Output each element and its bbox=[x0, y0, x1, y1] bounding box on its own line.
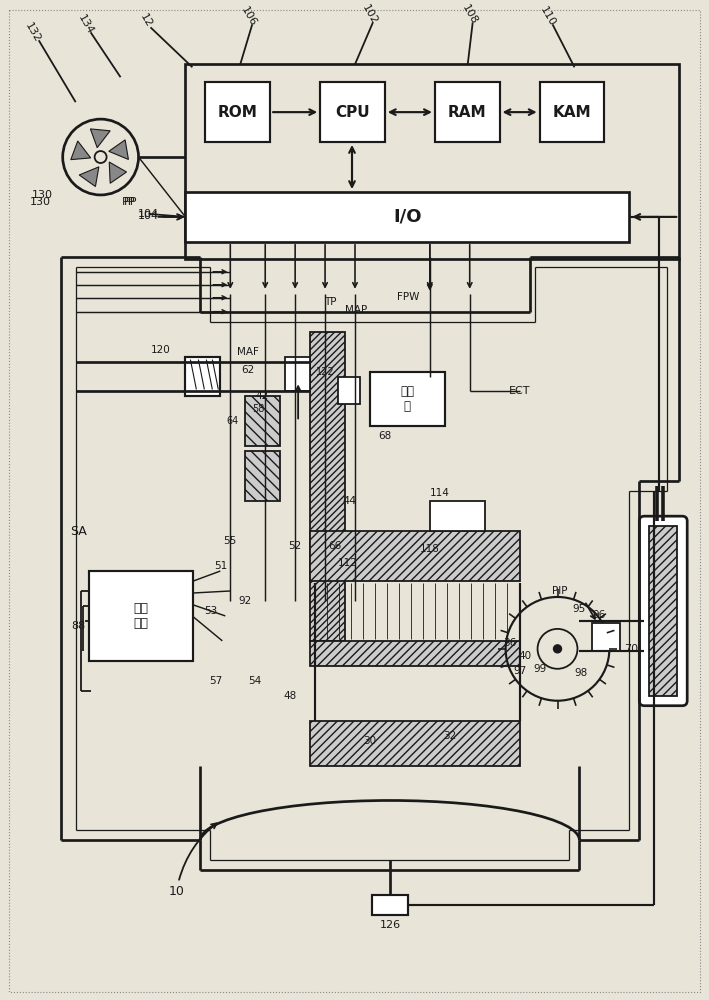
Text: 55: 55 bbox=[223, 536, 237, 546]
Text: 97: 97 bbox=[513, 666, 526, 676]
Text: 10: 10 bbox=[169, 823, 216, 898]
Text: CPU: CPU bbox=[335, 105, 370, 120]
Bar bbox=[186, 192, 630, 242]
Bar bbox=[206, 82, 270, 142]
Text: 120: 120 bbox=[150, 345, 170, 355]
Text: 134: 134 bbox=[76, 13, 95, 36]
Polygon shape bbox=[71, 141, 91, 160]
Bar bbox=[593, 623, 620, 651]
Text: 驱动
器: 驱动 器 bbox=[401, 385, 414, 413]
Polygon shape bbox=[108, 140, 128, 159]
Text: 114: 114 bbox=[430, 488, 450, 498]
Text: 12: 12 bbox=[138, 12, 153, 29]
Text: MAP: MAP bbox=[345, 305, 367, 315]
Text: 30: 30 bbox=[364, 736, 376, 746]
Polygon shape bbox=[90, 129, 110, 148]
FancyBboxPatch shape bbox=[640, 516, 687, 706]
Text: 118: 118 bbox=[420, 544, 440, 554]
Text: ROM: ROM bbox=[218, 105, 257, 120]
Bar bbox=[310, 531, 520, 581]
Bar bbox=[435, 82, 500, 142]
Bar bbox=[186, 64, 679, 259]
Bar bbox=[430, 501, 485, 531]
Text: 110: 110 bbox=[538, 5, 557, 28]
Text: SA: SA bbox=[70, 525, 87, 538]
Text: 112: 112 bbox=[338, 558, 358, 568]
Text: 48: 48 bbox=[284, 691, 297, 701]
Bar bbox=[540, 82, 604, 142]
Text: 53: 53 bbox=[203, 606, 217, 616]
Text: 108: 108 bbox=[460, 3, 479, 26]
Text: 62: 62 bbox=[242, 365, 255, 375]
Text: 92: 92 bbox=[239, 596, 252, 606]
Text: 52: 52 bbox=[289, 541, 302, 551]
Bar bbox=[370, 372, 445, 426]
Text: 40: 40 bbox=[518, 651, 531, 661]
Text: 122: 122 bbox=[316, 367, 335, 377]
Bar bbox=[320, 82, 385, 142]
Text: KAM: KAM bbox=[552, 105, 591, 120]
Bar bbox=[372, 895, 408, 915]
Bar bbox=[310, 721, 520, 766]
Text: RAM: RAM bbox=[448, 105, 486, 120]
Text: 98: 98 bbox=[575, 668, 588, 678]
Text: PIP: PIP bbox=[552, 586, 567, 596]
Text: 96: 96 bbox=[593, 610, 606, 620]
Text: 36: 36 bbox=[503, 638, 516, 648]
Bar bbox=[310, 332, 345, 641]
Circle shape bbox=[554, 645, 562, 653]
Text: PP: PP bbox=[124, 197, 138, 207]
Text: TP: TP bbox=[324, 297, 336, 307]
Text: 44: 44 bbox=[343, 496, 357, 506]
Text: 130: 130 bbox=[30, 197, 51, 207]
Text: 32: 32 bbox=[443, 731, 457, 741]
Text: 102: 102 bbox=[360, 3, 379, 26]
Text: 68: 68 bbox=[379, 431, 391, 441]
Text: 104: 104 bbox=[138, 209, 159, 219]
Text: MAF: MAF bbox=[238, 347, 259, 357]
Bar bbox=[649, 526, 677, 696]
Text: 58: 58 bbox=[252, 404, 264, 414]
Bar bbox=[285, 357, 310, 391]
Bar bbox=[245, 451, 280, 501]
Text: 点火
系统: 点火 系统 bbox=[133, 602, 148, 630]
Text: 132: 132 bbox=[23, 21, 43, 44]
Text: 99: 99 bbox=[533, 664, 546, 674]
Text: 88: 88 bbox=[72, 621, 86, 631]
Text: ECT: ECT bbox=[509, 386, 530, 396]
Text: 95: 95 bbox=[573, 604, 586, 614]
Polygon shape bbox=[79, 167, 99, 187]
Text: 130: 130 bbox=[32, 190, 53, 200]
Text: 66: 66 bbox=[328, 541, 342, 551]
Text: I/O: I/O bbox=[393, 208, 422, 226]
Text: FPW: FPW bbox=[396, 292, 419, 302]
Text: 51: 51 bbox=[213, 561, 227, 571]
Bar bbox=[89, 571, 194, 661]
Bar bbox=[245, 396, 280, 446]
Text: 54: 54 bbox=[249, 676, 262, 686]
Text: 104: 104 bbox=[138, 211, 159, 221]
Bar bbox=[310, 641, 520, 666]
Text: PP: PP bbox=[122, 197, 135, 207]
Bar bbox=[338, 377, 360, 404]
Text: 126: 126 bbox=[379, 920, 401, 930]
Text: 70: 70 bbox=[624, 644, 638, 654]
Text: 57: 57 bbox=[208, 676, 222, 686]
Polygon shape bbox=[109, 162, 126, 183]
Text: 106: 106 bbox=[239, 5, 258, 28]
Text: 64: 64 bbox=[226, 416, 238, 426]
Text: 42: 42 bbox=[256, 391, 269, 401]
Bar bbox=[186, 357, 220, 396]
